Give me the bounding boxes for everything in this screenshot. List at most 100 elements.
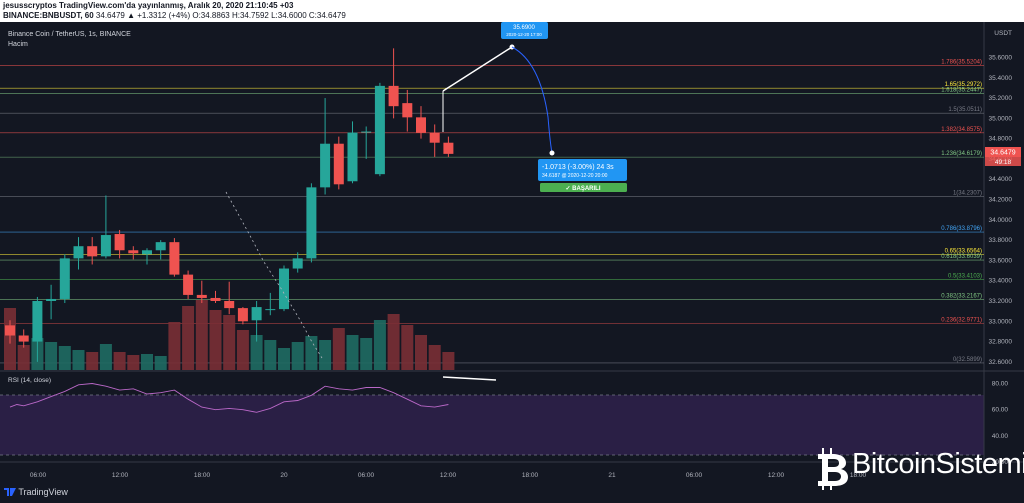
rsi-tick: 40.00 <box>992 433 1009 440</box>
price-pane[interactable] <box>0 22 984 370</box>
success-label: ✓ BAŞARILI <box>565 186 600 192</box>
price-axis[interactable]: 35.600035.400035.200035.000034.800034.60… <box>989 54 1013 365</box>
candle-body <box>5 325 15 336</box>
tradingview-footer[interactable]: TradingView <box>4 487 68 497</box>
time-tick: 21 <box>608 472 616 479</box>
ohlc-values: 34.6479 ▲ +1.3312 (+4%) O:34.8863 H:34.7… <box>95 11 346 20</box>
time-tick: 12:00 <box>112 472 129 479</box>
volume-bar <box>99 344 112 370</box>
peak-callout <box>501 22 548 39</box>
rsi-line <box>9 383 449 413</box>
last-price: 34.6479 <box>990 150 1015 157</box>
peak-price-label: 35.6900 <box>513 25 535 31</box>
time-tick: 06:00 <box>686 472 703 479</box>
fibonacci-levels[interactable]: 1.786(35.5204) 1.65(35.2972)1.618(35.2447… <box>0 60 984 364</box>
rsi-tick: 80.00 <box>992 381 1009 388</box>
candle-body <box>306 187 317 259</box>
candle-body <box>196 294 207 298</box>
success-badge <box>540 183 627 192</box>
price-tick: 34.0000 <box>989 217 1013 224</box>
projection-curve[interactable] <box>511 46 553 154</box>
volume-bar <box>86 352 99 370</box>
price-tick: 33.0000 <box>989 318 1013 325</box>
volume-bar <box>278 348 290 370</box>
candle-body <box>210 297 221 301</box>
volume-bar <box>360 338 373 370</box>
last-price-tag <box>985 147 1021 157</box>
bitcoin-logo-icon <box>818 448 848 490</box>
rsi-axis[interactable]: 80.00 60.00 40.00 20.00 <box>992 381 1009 466</box>
fib-label: 1(34.2307) <box>953 190 982 196</box>
candle-body <box>32 301 43 342</box>
measure-callout <box>538 159 627 181</box>
candle-body <box>416 117 426 133</box>
time-tick: 18:00 <box>522 472 539 479</box>
volume-bar <box>387 314 400 370</box>
fib-label: 1.786(35.5204) <box>941 60 982 66</box>
target-dot <box>549 150 555 156</box>
candle-body <box>169 242 180 275</box>
candle-body <box>388 85 399 107</box>
volume-bar <box>332 328 345 370</box>
fib-label: 0.5(33.4103) <box>948 274 982 280</box>
price-tick: 33.2000 <box>989 298 1013 305</box>
chart-title: Binance Coin / TetherUS, 1s, BINANCE <box>8 31 131 38</box>
rsi-tick: 60.00 <box>992 407 1009 414</box>
peak-time-label: 2020-12-20 17:00 <box>506 32 542 37</box>
currency-label: USDT <box>994 30 1012 37</box>
volume-bar <box>305 336 318 370</box>
candle-body <box>265 309 276 311</box>
candle-body <box>402 103 413 118</box>
volume-bar <box>319 340 332 370</box>
volume-bar <box>415 335 427 370</box>
fib-label: 1.618(35.2447) <box>941 88 982 94</box>
volume-bar <box>195 300 208 370</box>
tradingview-logo-icon <box>4 488 16 496</box>
fib-label: 0.618(33.6039) <box>941 254 982 260</box>
volume-bars <box>4 300 455 370</box>
fib-label: 0.786(33.8796) <box>941 226 982 232</box>
trend-line[interactable] <box>442 46 513 92</box>
volume-bar <box>401 325 414 370</box>
fib-label: 0(32.5899) <box>953 357 982 363</box>
rsi-trend-line[interactable] <box>442 376 497 381</box>
measure-detail-label: 34.6187 @ 2020-12-20 20:00 <box>542 173 608 179</box>
fib-label: 1.65(35.2972) <box>945 82 982 88</box>
volume-bar <box>72 350 85 370</box>
price-tick: 32.6000 <box>989 359 1013 366</box>
candle-body <box>237 308 248 322</box>
volume-bar <box>442 352 455 370</box>
countdown-tag <box>985 157 1021 166</box>
price-tick: 35.2000 <box>989 95 1013 102</box>
candle-body <box>292 258 303 269</box>
time-axis[interactable]: 06:00 12:00 18:00 20 06:00 12:00 18:00 21 06:00 1… <box>30 472 867 479</box>
rsi-tick: 20.00 <box>992 459 1009 466</box>
candle-body <box>279 268 289 310</box>
volume-bar <box>346 335 359 370</box>
candle-body <box>87 246 98 257</box>
chart-area[interactable]: 1.786(35.5204) 1.65(35.2972)1.618(35.2447… <box>0 22 1024 503</box>
measure-change-label: -1.0713 (-3.00%) 24 3s <box>542 164 614 171</box>
volume-bar <box>154 356 167 370</box>
candle-body <box>46 298 57 301</box>
symbol-ohlc-line: BINANCE:BNBUSDT, 60 34.6479 ▲ +1.3312 (+… <box>3 11 346 21</box>
volume-bar <box>141 354 153 370</box>
tradingview-brand: TradingView <box>18 487 68 497</box>
candle-body <box>100 235 111 257</box>
price-tick: 33.6000 <box>989 257 1013 264</box>
fib-label: 1.236(34.6179) <box>941 151 982 157</box>
volume-bar <box>209 310 222 370</box>
volume-bar <box>250 335 263 370</box>
volume-bar <box>113 352 126 370</box>
candle-body <box>443 142 454 154</box>
price-tick: 32.8000 <box>989 339 1013 346</box>
fib-label: 0.236(32.9771) <box>941 318 982 324</box>
watermark-text: BitcoinSistemi <box>852 448 1024 480</box>
candle-body <box>183 274 194 295</box>
rsi-series <box>9 383 449 413</box>
candle-body <box>73 246 84 259</box>
volume-bar <box>373 320 386 370</box>
candle-body <box>59 258 70 299</box>
candle-body <box>128 250 139 254</box>
candle-body <box>155 242 166 251</box>
